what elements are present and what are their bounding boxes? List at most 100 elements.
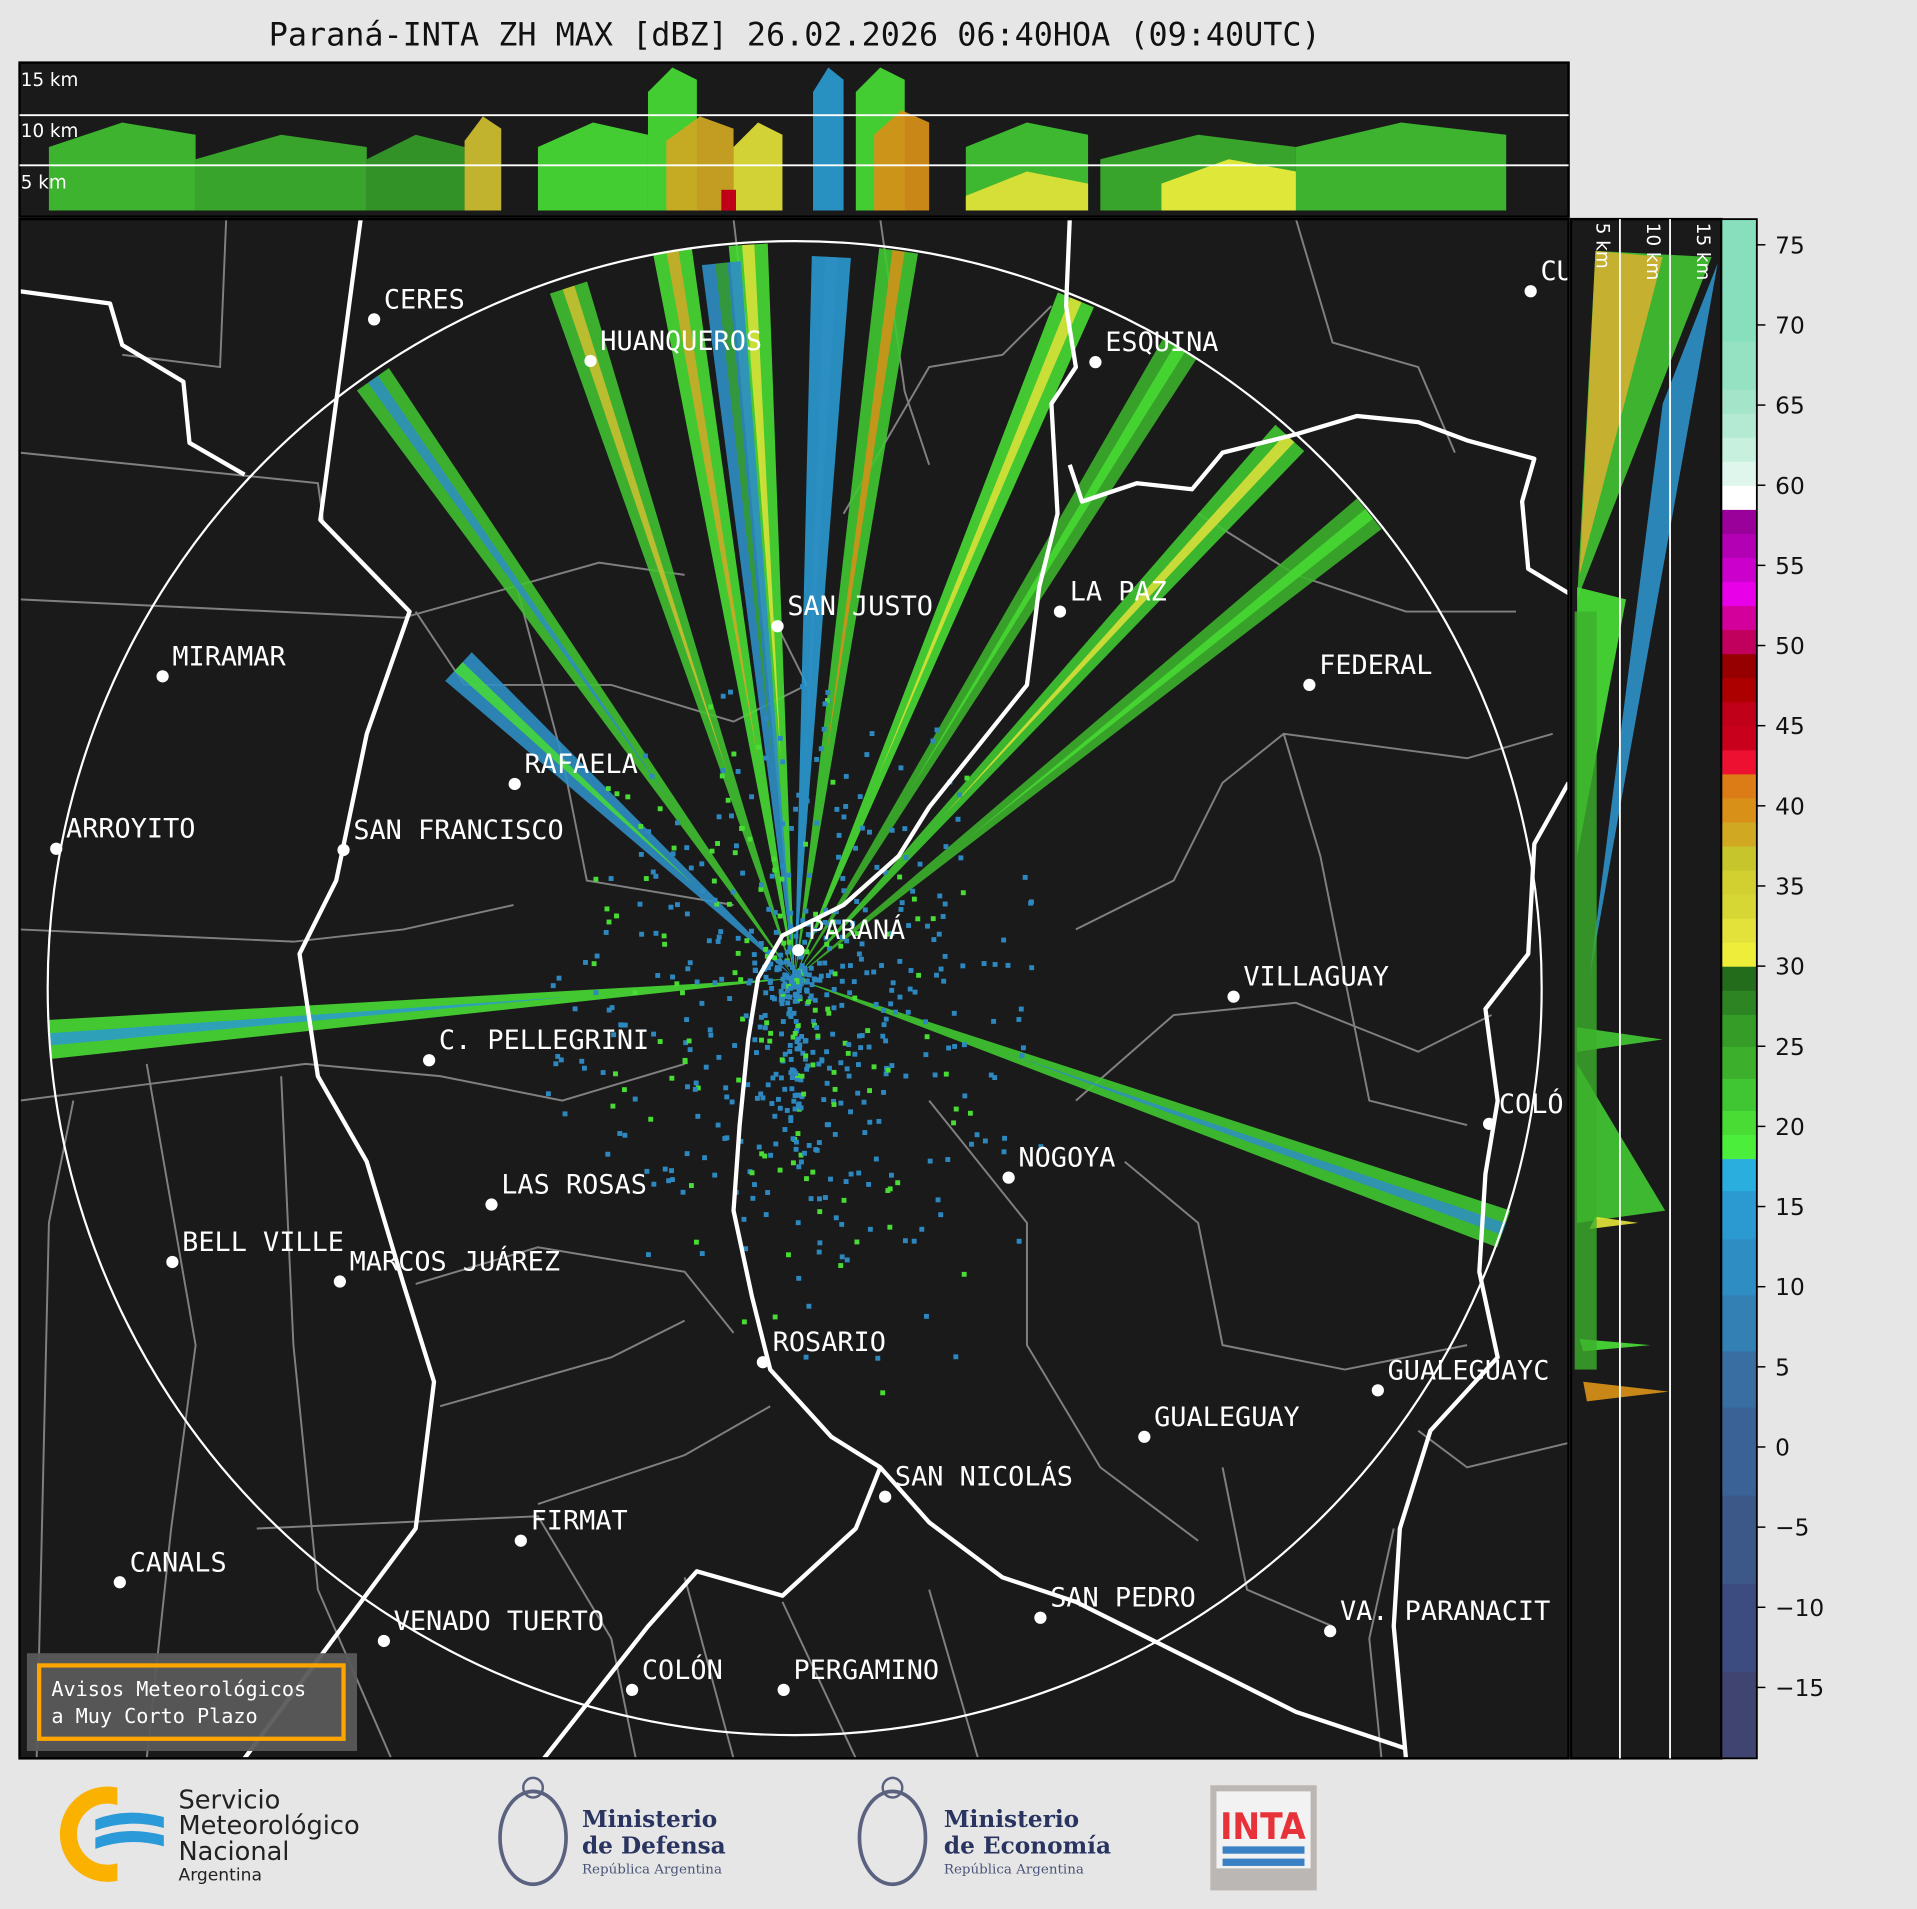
echo-speckle: [712, 897, 718, 903]
echo-speckle: [974, 1132, 980, 1138]
echo-speckle: [924, 1313, 929, 1319]
echo-speckle: [855, 1062, 861, 1068]
echo-speckle: [662, 1166, 668, 1172]
echo-speckle: [788, 1118, 794, 1123]
echo-speckle: [880, 1033, 886, 1039]
colorbar-tick-label: 55: [1775, 553, 1805, 580]
colorbar-band: [1721, 1158, 1757, 1192]
echo-speckle: [653, 930, 659, 936]
echo-speckle: [879, 963, 885, 968]
echo-speckle: [796, 1275, 802, 1281]
radar-map[interactable]: CERES HUANQUEROS ESQUINA CU SAN JUSTO LA PAZ M…: [18, 217, 1573, 1760]
echo-speckle: [764, 1020, 770, 1026]
echo-speckle: [799, 1034, 805, 1039]
echo-speckle: [952, 1044, 958, 1049]
echo-speckle: [794, 1076, 800, 1082]
department-border: [19, 1062, 685, 1102]
echo-speckle: [684, 1151, 690, 1157]
echo-speckle: [960, 890, 966, 896]
echo-speckle: [1038, 1144, 1044, 1150]
echo-speckle: [723, 1085, 729, 1091]
watermark-box: Avisos Meteorológicos a Muy Corto Plazo: [26, 1653, 357, 1752]
echo-speckle: [765, 1190, 771, 1195]
echo-speckle: [871, 969, 877, 975]
echo-speckle: [804, 949, 810, 955]
echo-speckle: [752, 1037, 758, 1043]
echo-speckle: [816, 960, 822, 966]
echo-speckle: [814, 1147, 820, 1153]
echo-speckle: [844, 1257, 850, 1263]
echo-speckle: [714, 901, 720, 907]
colorbar-band: [1721, 340, 1757, 390]
echo-speckle: [796, 792, 802, 798]
echo-speckle: [817, 977, 823, 983]
province-border: [542, 1466, 883, 1759]
echo-speckle: [740, 1016, 746, 1022]
echo-speckle: [897, 874, 903, 880]
echo-speckle: [943, 844, 949, 850]
echo-speckle: [961, 1042, 967, 1048]
echo-speckle: [906, 923, 912, 928]
echo-speckle: [695, 1085, 701, 1091]
echo-speckle: [962, 1093, 968, 1099]
echo-speckle: [778, 997, 784, 1003]
coat-of-arms-icon: [498, 1789, 568, 1887]
echo-speckle: [733, 843, 739, 849]
echo-speckle: [988, 1072, 994, 1078]
echo-speckle: [808, 965, 814, 971]
echo-speckle: [814, 820, 820, 826]
echo-speckle: [780, 1019, 786, 1024]
echo-speckle: [836, 832, 842, 838]
echo-speckle: [847, 990, 853, 996]
echo-speckle: [772, 955, 778, 961]
echo-speckle: [852, 1051, 858, 1057]
echo-speckle: [824, 1049, 830, 1055]
echo-speckle: [765, 1044, 770, 1050]
echo-speckle: [806, 1142, 812, 1148]
radar-range-ring: [46, 240, 1543, 1737]
echo-speckle: [793, 806, 799, 812]
echo-speckle: [862, 907, 868, 913]
echo-speckle: [1016, 1017, 1022, 1022]
department-border: [122, 219, 228, 369]
colorbar-band: [1721, 557, 1757, 583]
echo-speckle: [827, 922, 833, 928]
echo-speckle: [716, 814, 722, 820]
echo-speckle: [803, 1354, 809, 1360]
echo-speckle: [790, 965, 795, 970]
echo-speckle: [775, 1096, 781, 1102]
echo-speckle: [763, 755, 769, 761]
echo-speckle: [620, 1022, 625, 1028]
city-label: RAFAELA: [524, 749, 637, 780]
echo-speckle: [874, 864, 880, 870]
city-label: SAN NICOLÁS: [895, 1461, 1073, 1493]
echo-ray: [701, 261, 795, 979]
echo-speckle: [786, 939, 792, 945]
echo-speckle: [1019, 1053, 1025, 1058]
echo-speckle: [871, 1064, 877, 1070]
echo-speckle: [893, 1009, 898, 1015]
side-label-10km: 10 km: [1642, 223, 1663, 281]
echo-speckle: [800, 1050, 806, 1056]
echo-speckle: [606, 919, 612, 925]
echo-speckle: [688, 1183, 694, 1188]
echo-speckle: [693, 1239, 699, 1245]
echo-speckle: [912, 989, 918, 995]
echo-speckle: [825, 690, 831, 695]
echo-speckle: [583, 959, 588, 965]
colorbar-band: [1721, 653, 1757, 679]
echo-speckle: [755, 744, 761, 750]
echo-speckle: [787, 1006, 793, 1012]
echo-speckle: [694, 979, 700, 985]
echo-speckle: [824, 1122, 830, 1128]
echo-speckle: [791, 1098, 797, 1104]
echo-speckle: [1005, 962, 1011, 968]
colorbar-band: [1721, 1671, 1757, 1759]
city-marker: [508, 777, 521, 791]
echo-speckle: [785, 994, 791, 1000]
echo-speckle: [867, 829, 872, 835]
echo-speckle: [829, 929, 835, 935]
echo-speckle: [982, 1138, 988, 1144]
echo-speckle: [859, 825, 865, 831]
echo-speckle: [858, 1045, 864, 1051]
